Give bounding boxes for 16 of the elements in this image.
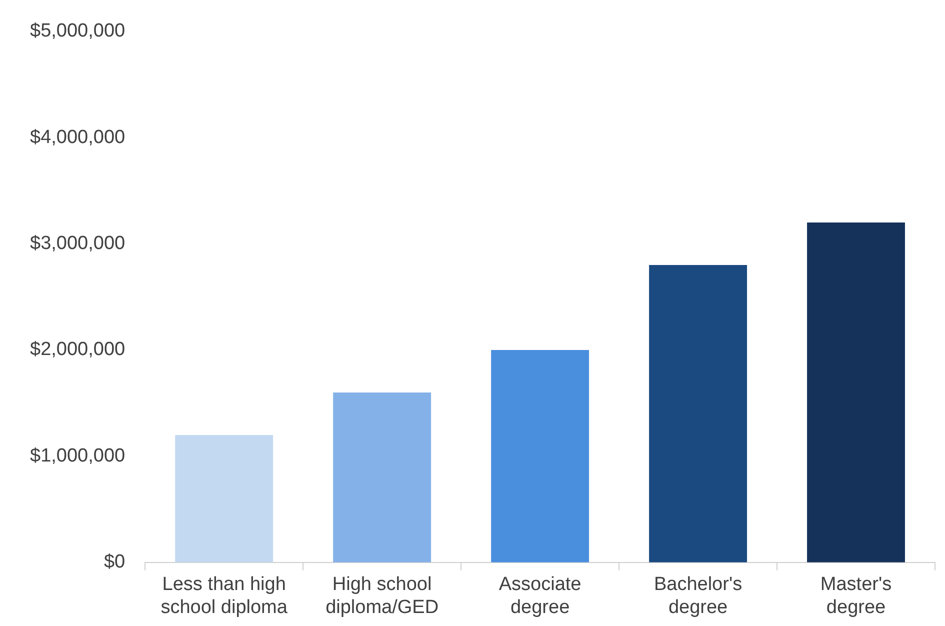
- y-tick-label: $1,000,000: [30, 445, 126, 466]
- bar: [807, 222, 905, 562]
- bar: [333, 392, 432, 562]
- y-tick-label: $0: [104, 552, 126, 573]
- y-tick-label: $3,000,000: [30, 233, 126, 254]
- bar: [175, 434, 274, 562]
- bar: [491, 350, 590, 562]
- y-tick-label: $5,000,000: [30, 20, 126, 42]
- x-tick-label: Less than high school diploma: [160, 574, 288, 618]
- x-tick-label: High school diploma/GED: [326, 574, 439, 618]
- y-tick-label: $2,000,000: [30, 339, 126, 360]
- x-tick-label: Bachelor's degree: [654, 574, 742, 618]
- x-tick-label: Master's degree: [820, 574, 892, 618]
- bar: [649, 265, 747, 562]
- y-tick-label: $4,000,000: [30, 126, 126, 148]
- x-tick-label: Associate degree: [498, 574, 582, 618]
